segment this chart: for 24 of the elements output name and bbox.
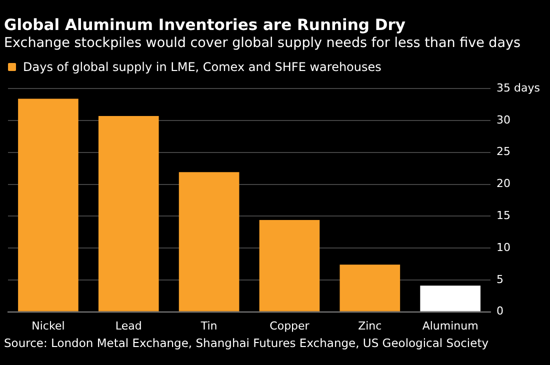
bar — [18, 98, 78, 312]
x-tick-label: Nickel — [32, 319, 65, 332]
y-tick-label: 5 — [496, 272, 504, 286]
y-tick-label: 15 — [496, 209, 511, 222]
source-note: Source: London Metal Exchange, Shanghai Futures Exchange, US Geological Society — [4, 336, 490, 350]
bar — [340, 264, 400, 312]
y-tick-label: 30 — [496, 113, 511, 126]
legend-label: Days of global supply in LME, Comex and SHFE warehouses — [23, 60, 382, 74]
x-tick-label: Lead — [115, 319, 142, 332]
x-tick-label: Copper — [270, 319, 310, 332]
bar — [420, 286, 480, 312]
y-tick-label: 20 — [496, 177, 511, 190]
bar — [98, 116, 159, 312]
x-tick-label: Aluminum — [422, 319, 478, 332]
y-tick-label: 25 — [496, 145, 511, 158]
chart-subtitle: Exchange stockpiles would cover global supply needs for less than five days — [4, 34, 522, 52]
bar — [259, 220, 320, 312]
x-tick-label: Zinc — [358, 319, 382, 332]
y-tick-label: 10 — [496, 240, 511, 254]
x-tick-label: Tin — [200, 319, 218, 332]
y-tick-label: 0 — [496, 304, 504, 318]
bar — [178, 172, 240, 312]
chart-title: Global Aluminum Inventories are Running Dry — [4, 16, 406, 34]
y-tick-label: 35 days — [496, 81, 540, 94]
